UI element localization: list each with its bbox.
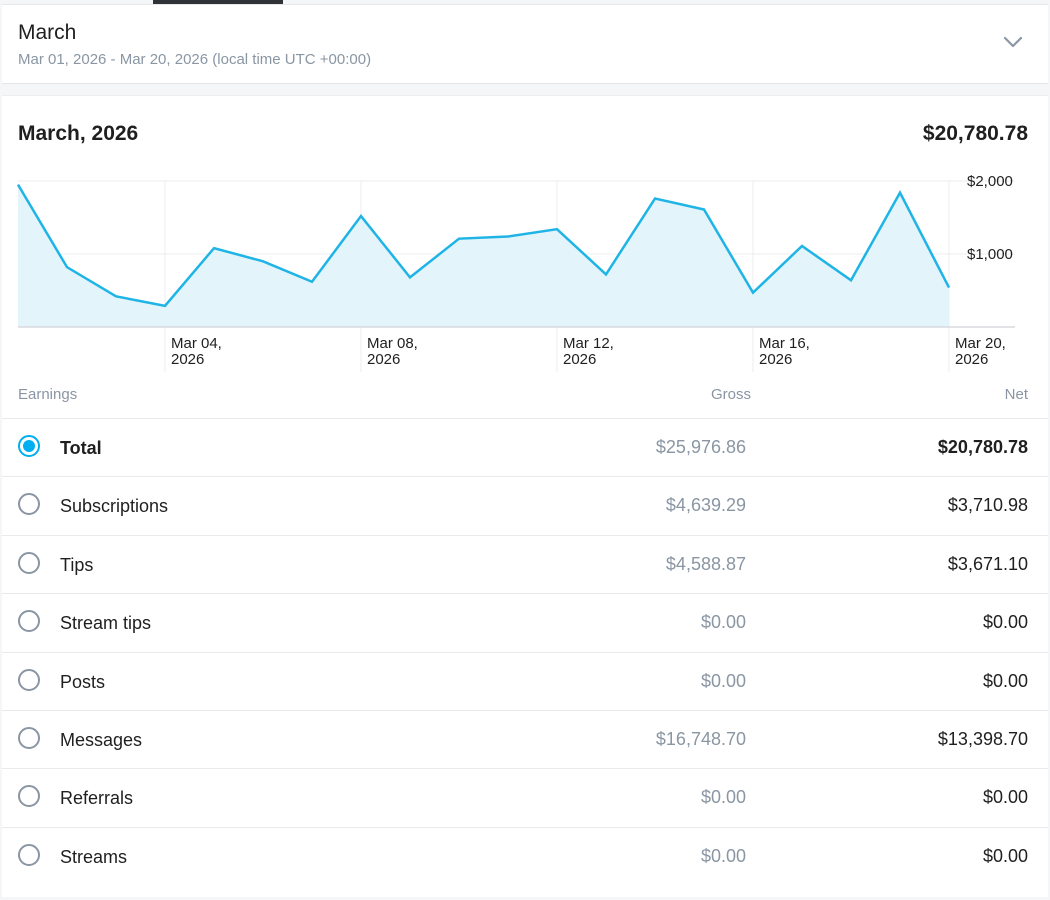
- earnings-column-header: Earnings: [18, 386, 78, 403]
- x-tick-label-year: 2026: [367, 351, 400, 368]
- radio-unchecked-icon[interactable]: [18, 843, 40, 866]
- row-gross-value: $0.00: [700, 787, 746, 808]
- row-net-value: $3,710.98: [947, 495, 1028, 516]
- row-gross-value: $0.00: [700, 612, 746, 633]
- radio-checked-icon[interactable]: [18, 435, 40, 457]
- y-tick-label: $1,000: [967, 246, 1013, 263]
- radio-unchecked-icon[interactable]: [18, 727, 40, 749]
- period-selector[interactable]: March Mar 01, 2026 - Mar 20, 2026 (local…: [2, 4, 1048, 84]
- earnings-row-total[interactable]: Total $25,976.86 $20,780.78: [2, 418, 1048, 476]
- chevron-down-icon[interactable]: [1002, 31, 1024, 53]
- row-label: Posts: [60, 671, 106, 692]
- row-net-value: $0.00: [982, 845, 1028, 866]
- row-label: Messages: [60, 730, 143, 750]
- table-header: Earnings Gross Net: [2, 386, 1048, 416]
- x-tick-label: Mar 04,: [171, 335, 222, 352]
- earnings-row-messages[interactable]: Messages $16,748.70 $13,398.70: [2, 710, 1048, 768]
- radio-unchecked-icon[interactable]: [18, 610, 40, 633]
- earnings-row-posts[interactable]: Posts $0.00 $0.00: [2, 651, 1048, 710]
- row-gross-value: $0.00: [700, 845, 746, 866]
- radio-unchecked-icon[interactable]: [18, 493, 40, 516]
- x-tick-label: Mar 08,: [367, 335, 418, 352]
- row-net-value: $13,398.70: [937, 729, 1028, 749]
- row-net-value: $3,671.10: [947, 553, 1028, 574]
- x-tick-label: Mar 16,: [759, 335, 810, 352]
- row-net-value: $20,780.78: [937, 437, 1028, 457]
- earnings-row-tips[interactable]: Tips $4,588.87 $3,671.10: [2, 534, 1048, 593]
- active-tab-indicator: [153, 0, 283, 4]
- row-gross-value: $0.00: [700, 670, 746, 691]
- row-label: Referrals: [60, 788, 134, 809]
- x-tick-label-year: 2026: [955, 351, 988, 368]
- row-net-value: $0.00: [982, 787, 1028, 808]
- period-title: March: [18, 21, 77, 44]
- series-line: [16, 184, 951, 308]
- net-column-header: Net: [1004, 386, 1028, 403]
- chart-title: March, 2026: [18, 122, 139, 145]
- row-gross-value: $16,748.70: [655, 729, 746, 749]
- row-net-value: $0.00: [982, 670, 1028, 691]
- row-gross-value: $4,639.29: [665, 495, 746, 516]
- y-tick-label: $2,000: [967, 173, 1013, 190]
- earnings-row-referrals[interactable]: Referrals $0.00 $0.00: [2, 768, 1048, 826]
- radio-unchecked-icon[interactable]: [18, 785, 40, 808]
- row-gross-value: $4,588.87: [665, 553, 746, 574]
- radio-unchecked-icon[interactable]: [18, 551, 40, 574]
- row-label: Tips: [60, 554, 94, 575]
- x-tick-label: Mar 20,: [955, 335, 1006, 352]
- x-tick-label-year: 2026: [171, 351, 204, 368]
- x-tick-label-year: 2026: [759, 351, 792, 368]
- earnings-card: March, 2026 $20,780.78 $2,000 $1,000 Mar 0…: [2, 95, 1048, 897]
- earnings-row-streams[interactable]: Streams $0.00 $0.00: [2, 826, 1048, 885]
- period-date-range: Mar 01, 2026 - Mar 20, 2026 (local time …: [18, 51, 372, 68]
- chart-total: $20,780.78: [922, 122, 1028, 145]
- row-label: Streams: [60, 846, 128, 867]
- row-label: Total: [60, 438, 102, 458]
- area-fill: [18, 184, 949, 327]
- radio-unchecked-icon[interactable]: [18, 668, 40, 691]
- row-label: Stream tips: [60, 613, 152, 634]
- row-label: Subscriptions: [60, 496, 169, 517]
- earnings-row-subscriptions[interactable]: Subscriptions $4,639.29 $3,710.98: [2, 476, 1048, 534]
- earnings-row-stream-tips[interactable]: Stream tips $0.00 $0.00: [2, 593, 1048, 651]
- x-tick-label: Mar 12,: [563, 335, 614, 352]
- row-gross-value: $25,976.86: [655, 437, 746, 457]
- x-tick-label-year: 2026: [563, 351, 596, 368]
- row-net-value: $0.00: [982, 612, 1028, 633]
- gross-column-header: Gross: [710, 386, 751, 403]
